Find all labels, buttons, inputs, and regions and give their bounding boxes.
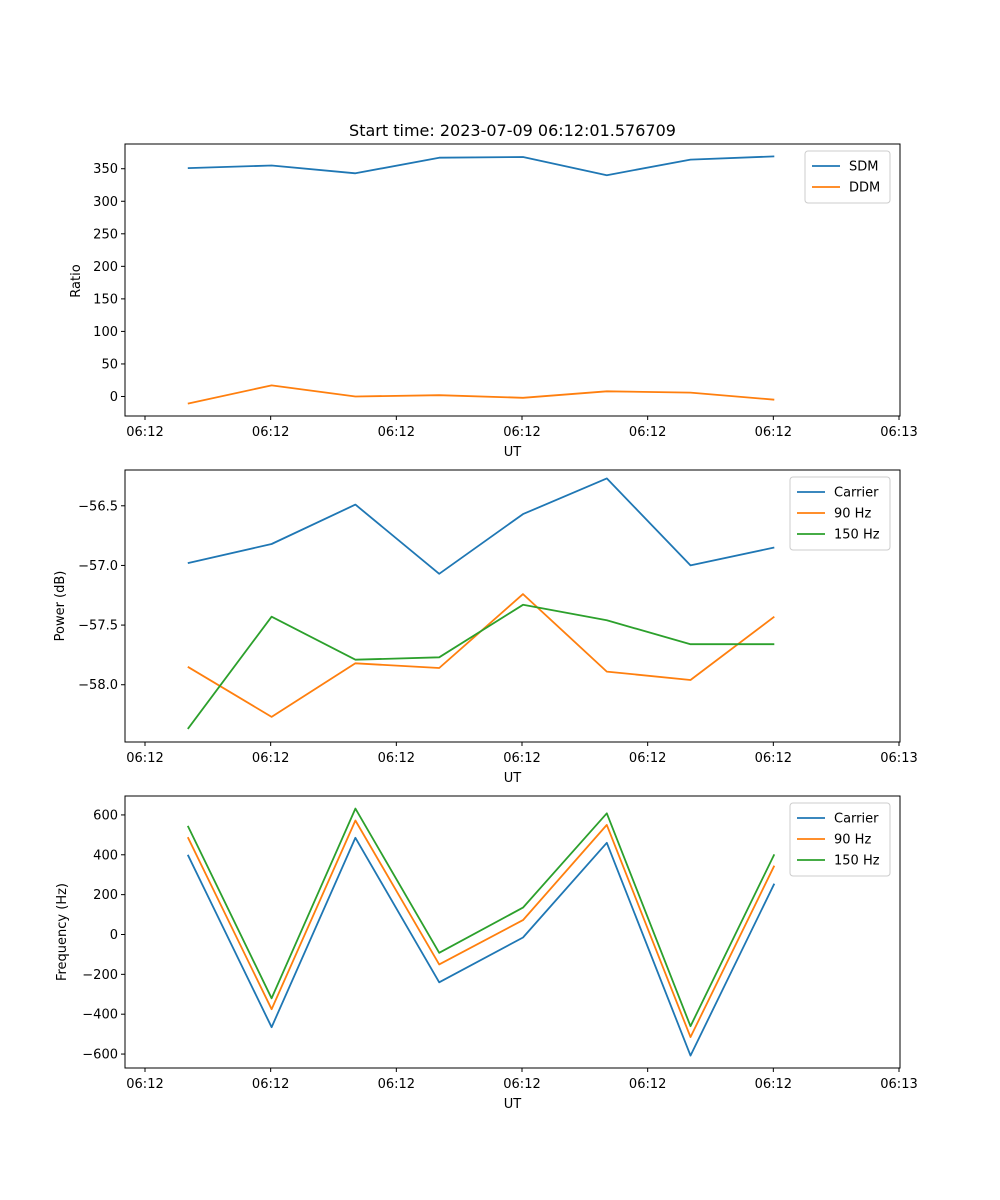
y-tick-label: −400 [82,1008,118,1023]
legend-label: 90 Hz [834,507,871,522]
panel-frequency: 06:12 06:12 06:12 06:12 06:12 06:12 06:13 −600 −… [55,795,918,1112]
legend-label: DDM [849,181,880,196]
plot-frame [124,795,901,1069]
x-tick-label: 06:12 [503,425,540,440]
y-tick-label: −56.5 [78,499,118,514]
y-tick-label: 200 [93,260,118,275]
x-tick-label: 06:12 [378,751,415,766]
y-tick-label: −200 [82,968,118,983]
legend-frame [804,150,891,204]
y-tick-label: 200 [93,888,118,903]
x-tick-label: 06:13 [880,1077,917,1092]
y-tick-label: 600 [93,808,118,823]
legend-frame [789,476,891,551]
y-tick-label: −57.0 [78,559,118,574]
x-tick-label: 06:12 [252,1077,289,1092]
x-tick-label: 06:12 [126,751,163,766]
series-line-ddm [187,384,775,405]
series-line-carrier [186,836,776,1057]
x-tick-label: 06:12 [629,751,666,766]
legend-frame [789,802,891,877]
x-tick-label: 06:12 [755,425,792,440]
series-line-carrier [187,477,775,575]
x-tick-label: 06:12 [126,425,163,440]
x-axis-label: UT [504,1097,522,1112]
panel-power: 06:12 06:12 06:12 06:12 06:12 06:12 06:13 −58.0… [53,469,918,786]
x-tick-label: 06:12 [378,425,415,440]
y-tick-label: 150 [93,292,118,307]
x-tick-label: 06:12 [252,751,289,766]
x-axis-label: UT [504,771,522,786]
series-line-90-hz [186,819,776,1038]
x-tick-label: 06:12 [378,1077,415,1092]
legend: SDM DDM [804,150,891,204]
legend-label: Carrier [834,486,879,501]
y-tick-label: −57.5 [78,619,118,634]
y-tick-label: 400 [93,848,118,863]
x-axis-label: UT [504,445,522,460]
series-line-sdm [187,155,775,177]
x-tick-label: 06:12 [755,1077,792,1092]
series-line-150-hz [187,603,775,730]
x-tick-label: 06:12 [126,1077,163,1092]
x-tick-label: 06:12 [503,751,540,766]
y-axis-label: Frequency (Hz) [55,883,70,981]
legend-label: SDM [849,160,878,175]
x-tick-label: 06:12 [629,425,666,440]
x-tick-label: 06:12 [629,1077,666,1092]
y-tick-label: 50 [101,357,118,372]
plot-frame [124,469,901,743]
y-tick-label: 350 [93,162,118,177]
legend-label: 150 Hz [834,528,880,543]
legend: Carrier 90 Hz 150 Hz [789,802,891,877]
plot-frame [124,143,901,417]
y-tick-label: 0 [110,390,118,405]
x-tick-label: 06:13 [880,751,917,766]
legend-label: 150 Hz [834,854,880,869]
panel-ratio: Start time: 2023-07-09 06:12:01.576709 0… [69,121,918,460]
x-tick-label: 06:12 [755,751,792,766]
y-tick-label: 100 [93,325,118,340]
x-tick-label: 06:12 [252,425,289,440]
x-tick-label: 06:13 [880,425,917,440]
legend: Carrier 90 Hz 150 Hz [789,476,891,551]
x-tick-label: 06:12 [503,1077,540,1092]
chart-title: Start time: 2023-07-09 06:12:01.576709 [349,121,676,140]
y-tick-label: −58.0 [78,678,118,693]
y-tick-label: 300 [93,195,118,210]
y-axis-label: Power (dB) [53,571,68,642]
y-tick-label: 0 [110,928,118,943]
y-tick-label: 250 [93,227,118,242]
y-axis-label: Ratio [69,264,84,297]
legend-label: 90 Hz [834,833,871,848]
y-tick-label: −600 [82,1048,118,1063]
legend-label: Carrier [834,812,879,827]
series-line-150-hz [186,807,776,1028]
